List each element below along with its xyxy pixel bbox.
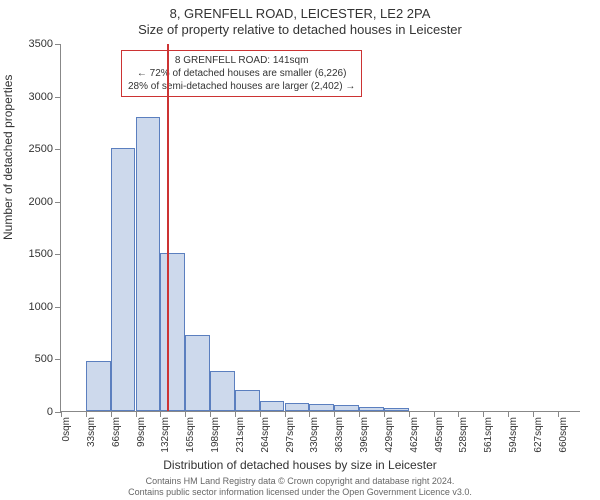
x-tick-label: 429sqm [384, 417, 395, 453]
x-tick-label: 99sqm [136, 417, 147, 447]
x-tick-label: 561sqm [483, 417, 494, 453]
y-tick-label: 0 [47, 406, 53, 418]
x-tick-label: 198sqm [210, 417, 221, 453]
histogram-bar [210, 371, 235, 411]
histogram-bar [384, 408, 409, 411]
footer: Contains HM Land Registry data © Crown c… [0, 476, 600, 498]
histogram-bar [285, 403, 310, 411]
y-tick-label: 1000 [29, 301, 53, 313]
chart-container: 8, GRENFELL ROAD, LEICESTER, LE2 2PA Siz… [0, 0, 600, 500]
x-tick-label: 594sqm [508, 417, 519, 453]
histogram-bar [111, 148, 136, 411]
chart-title-address: 8, GRENFELL ROAD, LEICESTER, LE2 2PA [0, 6, 600, 21]
histogram-bar [185, 335, 210, 411]
y-tick-label: 500 [35, 353, 53, 365]
x-tick-label: 528sqm [458, 417, 469, 453]
y-tick-label: 2500 [29, 143, 53, 155]
x-tick-label: 33sqm [86, 417, 97, 447]
x-tick-label: 627sqm [533, 417, 544, 453]
y-tick [55, 149, 61, 150]
histogram-bar [86, 361, 111, 411]
y-tick [55, 97, 61, 98]
x-tick-label: 495sqm [434, 417, 445, 453]
annotation-line1: 8 GRENFELL ROAD: 141sqm [128, 54, 355, 67]
y-tick [55, 44, 61, 45]
x-tick-label: 132sqm [160, 417, 171, 453]
histogram-bar [309, 404, 334, 411]
histogram-bar [260, 401, 285, 412]
x-tick-label: 660sqm [558, 417, 569, 453]
x-tick-label: 330sqm [309, 417, 320, 453]
bars-layer [61, 44, 580, 411]
y-tick-label: 3500 [29, 38, 53, 50]
x-tick-label: 297sqm [285, 417, 296, 453]
x-tick-label: 231sqm [235, 417, 246, 453]
x-tick-label: 462sqm [409, 417, 420, 453]
x-axis-label: Distribution of detached houses by size … [0, 458, 600, 472]
chart-title-subtitle: Size of property relative to detached ho… [0, 22, 600, 37]
y-tick-label: 3000 [29, 91, 53, 103]
x-tick-label: 165sqm [185, 417, 196, 453]
histogram-bar [160, 253, 185, 411]
annotation-line3: 28% of semi-detached houses are larger (… [128, 80, 355, 93]
histogram-bar [334, 405, 359, 411]
x-tick-label: 363sqm [334, 417, 345, 453]
x-tick-label: 264sqm [260, 417, 271, 453]
x-tick-label: 0sqm [61, 417, 72, 441]
y-axis-label: Number of detached properties [1, 75, 15, 240]
histogram-bar [359, 407, 384, 411]
y-tick-label: 2000 [29, 196, 53, 208]
annotation-line2: ← 72% of detached houses are smaller (6,… [128, 67, 355, 80]
plot-area: 8 GRENFELL ROAD: 141sqm ← 72% of detache… [60, 44, 580, 412]
y-tick [55, 359, 61, 360]
y-tick [55, 307, 61, 308]
property-marker-line [167, 44, 169, 411]
y-tick-label: 1500 [29, 248, 53, 260]
annotation-box: 8 GRENFELL ROAD: 141sqm ← 72% of detache… [121, 50, 362, 97]
histogram-bar [136, 117, 161, 411]
footer-line2: Contains public sector information licen… [0, 487, 600, 498]
x-tick-label: 66sqm [111, 417, 122, 447]
footer-line1: Contains HM Land Registry data © Crown c… [0, 476, 600, 487]
histogram-bar [235, 390, 260, 411]
y-tick [55, 254, 61, 255]
x-tick-label: 396sqm [359, 417, 370, 453]
y-tick [55, 202, 61, 203]
